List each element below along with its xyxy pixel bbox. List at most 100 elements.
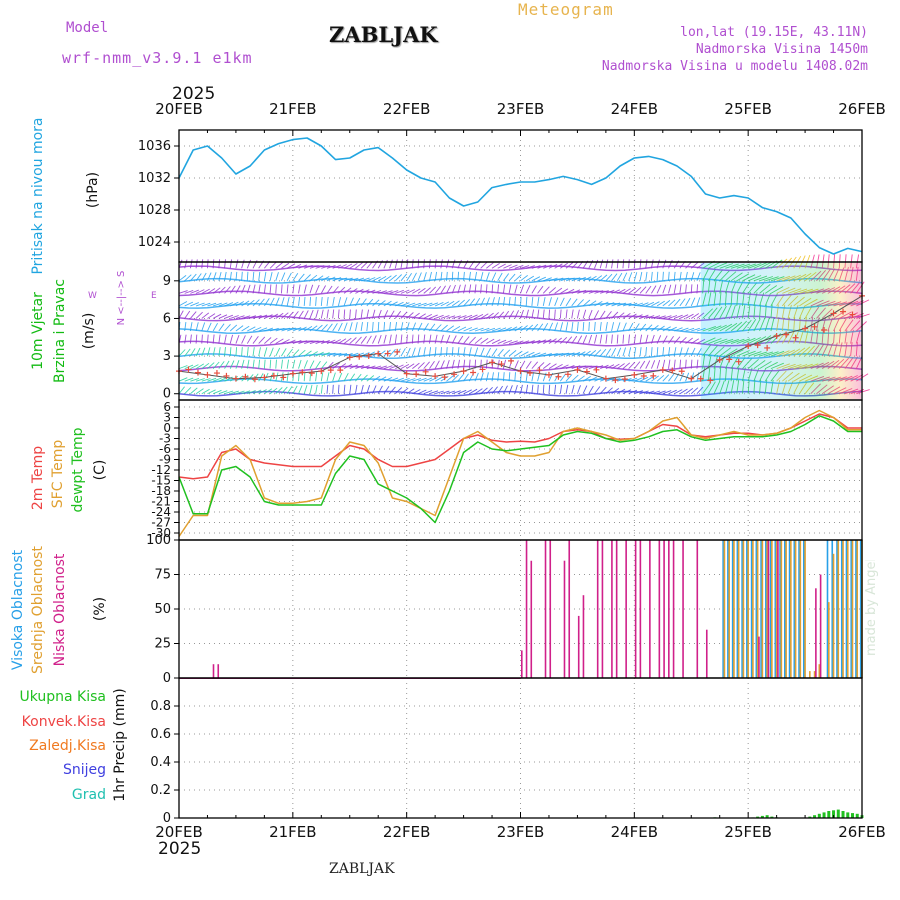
precip-bar xyxy=(827,811,831,818)
wind-barb xyxy=(394,322,398,332)
wind-barb xyxy=(594,310,600,319)
wind-barb xyxy=(315,284,320,294)
wind-barb xyxy=(372,385,377,394)
wind-speed-marker xyxy=(830,310,837,317)
wind-barb xyxy=(360,374,368,382)
panel-label: (C) xyxy=(92,460,108,481)
wind-speed-marker xyxy=(536,367,543,374)
wind-barb xyxy=(531,384,534,394)
wind-barb xyxy=(605,348,612,357)
wind-barb xyxy=(600,290,609,294)
wind-barb xyxy=(622,322,627,332)
wind-barb xyxy=(548,263,558,269)
wind-barb xyxy=(349,384,352,394)
panel-label: (%) xyxy=(92,597,108,621)
wind-barb xyxy=(679,372,685,382)
wind-barb xyxy=(355,297,361,307)
wind-barb xyxy=(582,385,588,394)
wind-barb xyxy=(195,388,204,395)
wind-barb xyxy=(258,298,265,307)
wind-barb xyxy=(212,313,222,319)
wind-barb xyxy=(542,322,549,332)
wind-barb xyxy=(429,360,435,369)
wind-speed-marker xyxy=(631,371,638,378)
precip-legend-item: Grad xyxy=(72,787,106,803)
wind-barb xyxy=(491,327,501,332)
wind-barb xyxy=(485,284,488,294)
wind-barb xyxy=(582,335,588,344)
wind-barb xyxy=(394,334,397,344)
wind-barb xyxy=(178,377,188,382)
wind-barb xyxy=(662,315,672,319)
wind-barb xyxy=(690,284,693,294)
wind-barb xyxy=(656,325,665,332)
wind-barb xyxy=(178,275,187,282)
wind-barb xyxy=(366,277,376,282)
wind-barb xyxy=(463,284,466,294)
y-tick-label: 25 xyxy=(154,637,171,652)
wind-barb xyxy=(286,311,294,319)
y-tick-label: 0.4 xyxy=(150,755,171,770)
wind-barb xyxy=(229,347,232,357)
wind-barb xyxy=(212,287,221,294)
wind-barb xyxy=(565,384,569,394)
wind-speed-marker xyxy=(413,371,420,378)
wind-barb xyxy=(577,375,585,382)
wind-barb xyxy=(480,387,488,395)
wind-barb xyxy=(269,284,272,294)
wind-barb xyxy=(468,284,472,294)
wind-speed-marker xyxy=(811,323,818,330)
wind-barb xyxy=(457,299,465,307)
wind-barb xyxy=(184,386,192,395)
wind-barb xyxy=(514,372,516,382)
wind-barb xyxy=(400,334,403,344)
wind-barb xyxy=(554,309,556,319)
wind-barb xyxy=(303,310,309,319)
wind-barb xyxy=(639,323,647,332)
wind-barb xyxy=(662,390,672,395)
wind-barb xyxy=(343,384,346,394)
wind-barb xyxy=(201,302,211,307)
wind-barb xyxy=(434,271,438,281)
wind-barb xyxy=(633,259,636,269)
wind-barb xyxy=(543,352,552,357)
coords-label: lon,lat (19.15E, 43.11N) xyxy=(680,25,868,40)
wind-barb xyxy=(548,309,551,319)
wind-barb xyxy=(229,324,238,332)
y-tick-label: -30 xyxy=(151,526,171,540)
wind-barb xyxy=(668,259,673,269)
wind-barb xyxy=(616,334,619,344)
wind-speed-marker xyxy=(223,372,230,379)
wind-barb xyxy=(383,290,393,294)
wind-barb xyxy=(286,296,290,307)
wind-barb xyxy=(332,384,334,394)
wind-barb xyxy=(303,274,311,282)
wind-speed-marker xyxy=(470,369,477,376)
wind-barb xyxy=(582,321,585,332)
top-time-tick: 25FEB xyxy=(724,100,771,118)
wind-speed-marker xyxy=(659,366,666,373)
wind-barb xyxy=(497,348,504,357)
wind-barb xyxy=(457,284,461,294)
wind-barb xyxy=(577,289,587,294)
wind-barb xyxy=(326,264,336,269)
wind-barb xyxy=(616,312,625,319)
wind-barb xyxy=(201,388,210,395)
wind-barb xyxy=(337,297,342,307)
wind-barb xyxy=(628,377,638,382)
wind-barb xyxy=(469,314,478,319)
wind-barb xyxy=(235,271,238,281)
y-tick-label: 3 xyxy=(163,411,171,425)
wind-barb xyxy=(366,365,376,370)
wind-barb xyxy=(565,374,573,382)
wind-barb xyxy=(679,359,682,369)
wind-barb xyxy=(315,309,319,319)
wind-barb xyxy=(434,259,437,269)
wind-barb xyxy=(628,313,637,319)
wind-barb xyxy=(332,339,341,344)
wind-barb xyxy=(195,334,198,344)
wind-barb xyxy=(275,347,281,357)
wind-barb xyxy=(463,271,465,281)
precip-bar xyxy=(760,815,764,818)
wind-barb xyxy=(417,347,421,357)
